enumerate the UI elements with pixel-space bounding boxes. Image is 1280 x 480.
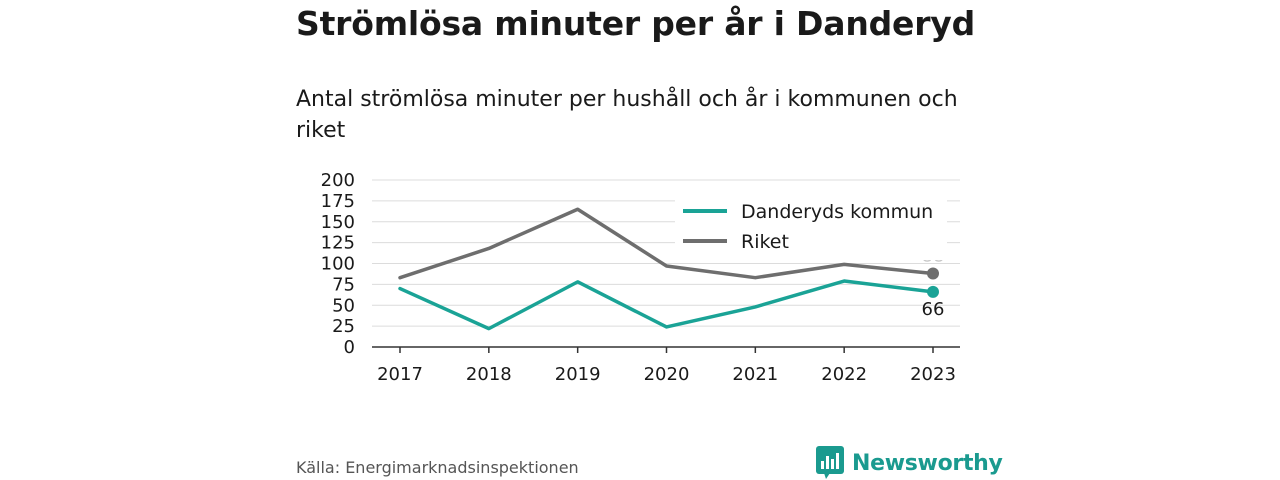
series-line (398, 279, 935, 331)
end-point-marker (927, 285, 939, 298)
legend-label: Riket (741, 231, 789, 253)
y-tick-label: 150 (321, 212, 355, 233)
y-tick-label: 75 (332, 274, 355, 295)
x-tick-label: 2021 (732, 364, 778, 385)
end-point-marker (927, 267, 939, 280)
data-label: 66 (922, 299, 945, 320)
source-note: Källa: Energimarknadsinspektionen (296, 458, 579, 477)
y-tick-label: 125 (321, 233, 355, 254)
y-tick-label: 50 (332, 295, 355, 316)
x-tick-label: 2020 (644, 364, 690, 385)
newsworthy-logo: Newsworthy (816, 446, 1003, 480)
chart-subtitle: Antal strömlösa minuter per hushåll och … (296, 87, 958, 143)
chart-title: Strömlösa minuter per år i Danderyd (296, 4, 976, 43)
x-tick-label: 2019 (555, 364, 601, 385)
legend-label: Danderyds kommun (741, 201, 933, 223)
brand-name: Newsworthy (852, 450, 1003, 476)
y-tick-label: 175 (321, 191, 355, 212)
y-tick-label: 200 (321, 170, 355, 191)
y-tick-label: 0 (344, 337, 355, 358)
x-tick-label: 2017 (377, 364, 423, 385)
series-line (398, 207, 935, 280)
legend-box (675, 194, 947, 260)
y-tick-label: 100 (321, 254, 355, 275)
y-tick-label: 25 (332, 316, 355, 337)
newsworthy-logo-icon (816, 446, 844, 479)
x-tick-label: 2022 (821, 364, 867, 385)
x-tick-label: 2018 (466, 364, 512, 385)
x-tick-label: 2023 (910, 364, 956, 385)
